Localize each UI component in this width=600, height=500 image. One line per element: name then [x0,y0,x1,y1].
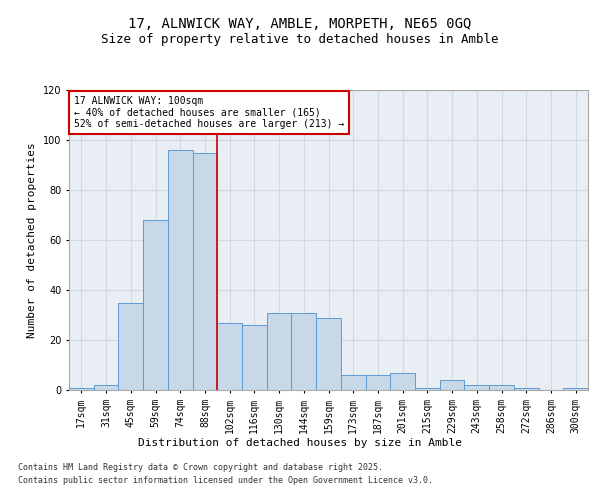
Text: 17, ALNWICK WAY, AMBLE, MORPETH, NE65 0GQ: 17, ALNWICK WAY, AMBLE, MORPETH, NE65 0G… [128,18,472,32]
Text: Contains public sector information licensed under the Open Government Licence v3: Contains public sector information licen… [18,476,433,485]
Text: Contains HM Land Registry data © Crown copyright and database right 2025.: Contains HM Land Registry data © Crown c… [18,462,383,471]
Bar [415,388,440,390]
Bar [365,375,390,390]
Bar [69,388,94,390]
Bar [143,220,168,390]
Bar [242,325,267,390]
Bar [514,388,539,390]
Bar [217,322,242,390]
Bar [118,302,143,390]
Bar [292,312,316,390]
Bar [193,152,217,390]
Bar [489,385,514,390]
Text: Size of property relative to detached houses in Amble: Size of property relative to detached ho… [101,32,499,46]
Bar [440,380,464,390]
Bar [563,388,588,390]
Text: Distribution of detached houses by size in Amble: Distribution of detached houses by size … [138,438,462,448]
Bar [464,385,489,390]
Bar [267,312,292,390]
Bar [168,150,193,390]
Text: 17 ALNWICK WAY: 100sqm
← 40% of detached houses are smaller (165)
52% of semi-de: 17 ALNWICK WAY: 100sqm ← 40% of detached… [74,96,344,129]
Bar [94,385,118,390]
Bar [390,372,415,390]
Bar [341,375,365,390]
Bar [316,318,341,390]
Y-axis label: Number of detached properties: Number of detached properties [28,142,37,338]
